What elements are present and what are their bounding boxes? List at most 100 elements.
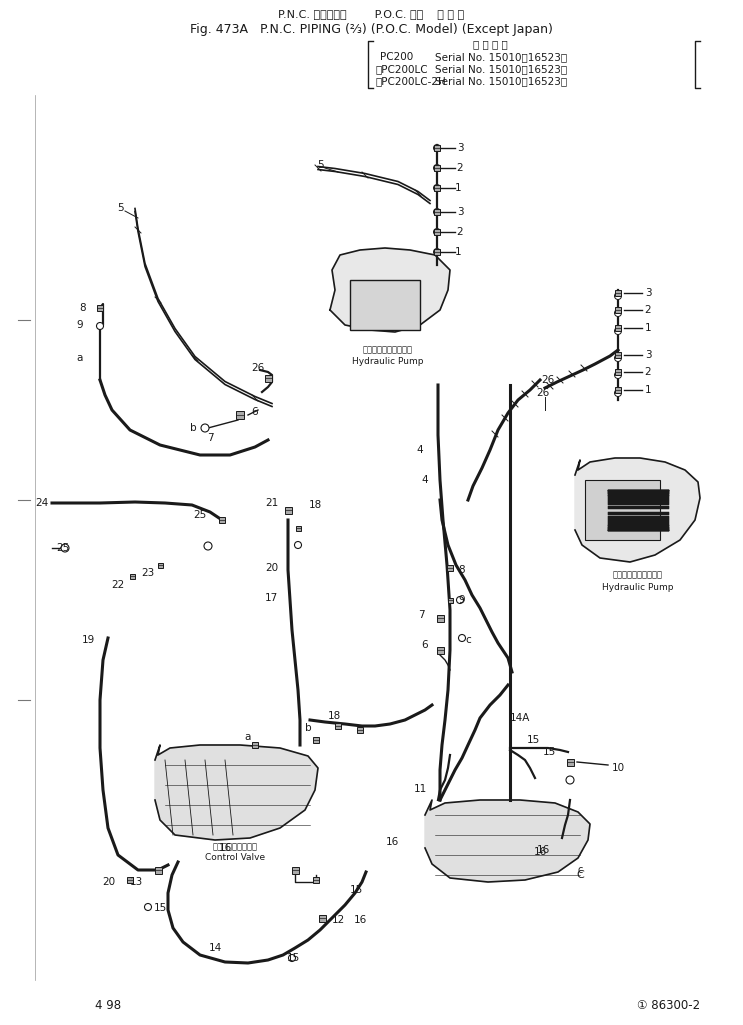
Circle shape bbox=[61, 544, 69, 552]
Bar bbox=[236, 411, 244, 419]
Bar bbox=[265, 374, 271, 381]
Bar bbox=[155, 866, 161, 873]
Bar bbox=[97, 305, 103, 311]
Text: 26: 26 bbox=[542, 375, 554, 385]
Circle shape bbox=[201, 424, 209, 432]
Text: 8: 8 bbox=[458, 565, 465, 575]
Bar bbox=[434, 145, 440, 151]
Text: 4 98: 4 98 bbox=[95, 999, 121, 1012]
Text: 16: 16 bbox=[386, 837, 399, 847]
Bar bbox=[615, 325, 621, 331]
Text: PC200: PC200 bbox=[380, 52, 413, 62]
Text: 22: 22 bbox=[111, 580, 125, 590]
Text: Serial No. 15010～16523）: Serial No. 15010～16523） bbox=[435, 76, 567, 86]
Text: （PC200LC: （PC200LC bbox=[375, 64, 428, 74]
Bar bbox=[447, 565, 453, 571]
Text: 26: 26 bbox=[536, 388, 550, 398]
Text: 3: 3 bbox=[645, 350, 652, 360]
Circle shape bbox=[614, 390, 621, 397]
Bar bbox=[313, 877, 319, 883]
Text: 4: 4 bbox=[422, 475, 428, 485]
Text: 20: 20 bbox=[102, 877, 115, 887]
Circle shape bbox=[204, 542, 212, 550]
Text: 2: 2 bbox=[645, 367, 652, 377]
Bar bbox=[296, 526, 300, 531]
Circle shape bbox=[614, 371, 621, 378]
Bar bbox=[615, 308, 621, 313]
Text: 15: 15 bbox=[526, 735, 539, 745]
Text: 16: 16 bbox=[218, 843, 232, 853]
Text: 9: 9 bbox=[458, 594, 465, 605]
Bar bbox=[335, 723, 341, 729]
Circle shape bbox=[433, 208, 441, 215]
Text: 9: 9 bbox=[77, 320, 83, 330]
Text: P.N.C. パイピング        P.O.C. 仕様    海 外 向: P.N.C. パイピング P.O.C. 仕様 海 外 向 bbox=[278, 9, 464, 19]
Bar bbox=[285, 506, 291, 514]
Text: 5: 5 bbox=[317, 160, 323, 170]
Text: 2: 2 bbox=[457, 227, 464, 237]
Text: ① 86300-2: ① 86300-2 bbox=[637, 999, 700, 1012]
Bar bbox=[252, 742, 258, 748]
Text: 6: 6 bbox=[421, 640, 428, 650]
Text: 16: 16 bbox=[533, 847, 547, 857]
Bar bbox=[585, 480, 660, 540]
Text: 19: 19 bbox=[82, 636, 95, 645]
Bar bbox=[127, 877, 133, 883]
Circle shape bbox=[433, 229, 441, 236]
Text: b: b bbox=[189, 423, 196, 433]
Circle shape bbox=[433, 145, 441, 152]
Text: Fig. 473A   P.N.C. PIPING (⅔) (P.O.C. Model) (Except Japan): Fig. 473A P.N.C. PIPING (⅔) (P.O.C. Mode… bbox=[189, 23, 553, 36]
Text: 2: 2 bbox=[457, 163, 464, 173]
Text: 26: 26 bbox=[251, 363, 265, 373]
Text: 15: 15 bbox=[350, 885, 363, 895]
Bar bbox=[615, 290, 621, 296]
Text: 6: 6 bbox=[252, 407, 259, 417]
Circle shape bbox=[433, 184, 441, 192]
Polygon shape bbox=[155, 745, 318, 840]
Text: 25: 25 bbox=[56, 543, 70, 554]
Bar bbox=[615, 352, 621, 358]
Bar bbox=[436, 615, 444, 621]
Bar bbox=[158, 563, 163, 568]
Bar bbox=[357, 727, 363, 733]
Text: a: a bbox=[77, 353, 83, 363]
Bar bbox=[566, 758, 574, 766]
Text: 15: 15 bbox=[153, 903, 166, 913]
Text: Serial No. 15010～16523）: Serial No. 15010～16523） bbox=[435, 52, 567, 62]
Circle shape bbox=[614, 355, 621, 362]
Bar bbox=[615, 369, 621, 375]
Circle shape bbox=[144, 903, 152, 910]
Text: 2: 2 bbox=[645, 305, 652, 315]
Text: Hydraulic Pump: Hydraulic Pump bbox=[352, 358, 424, 367]
Text: C: C bbox=[576, 870, 584, 880]
Bar bbox=[434, 229, 440, 235]
Text: 8: 8 bbox=[80, 303, 86, 313]
Text: 24: 24 bbox=[35, 498, 48, 508]
Bar bbox=[129, 574, 134, 578]
Text: 18: 18 bbox=[308, 500, 322, 510]
Bar bbox=[291, 866, 299, 873]
Text: 13: 13 bbox=[130, 877, 143, 887]
Text: 16: 16 bbox=[536, 845, 550, 855]
Circle shape bbox=[433, 164, 441, 171]
Text: 7: 7 bbox=[207, 433, 213, 443]
Text: 15: 15 bbox=[542, 747, 556, 757]
Bar bbox=[434, 165, 440, 171]
Circle shape bbox=[614, 310, 621, 317]
Circle shape bbox=[458, 634, 466, 642]
Circle shape bbox=[614, 292, 621, 299]
Text: 12: 12 bbox=[331, 915, 345, 925]
Text: b: b bbox=[305, 723, 311, 733]
Circle shape bbox=[97, 323, 103, 329]
Text: 11: 11 bbox=[414, 784, 427, 794]
Circle shape bbox=[566, 776, 574, 784]
Text: 1: 1 bbox=[645, 385, 652, 395]
Text: 15: 15 bbox=[286, 953, 299, 963]
Text: 17: 17 bbox=[265, 593, 278, 603]
Bar bbox=[434, 209, 440, 215]
Text: 7: 7 bbox=[418, 610, 425, 620]
Text: ハイドロリックポンプ: ハイドロリックポンプ bbox=[363, 345, 413, 355]
Text: ハイドロリックポンプ: ハイドロリックポンプ bbox=[613, 571, 663, 579]
Text: 適 用 号 機: 適 用 号 機 bbox=[473, 39, 507, 49]
Bar bbox=[434, 184, 440, 191]
